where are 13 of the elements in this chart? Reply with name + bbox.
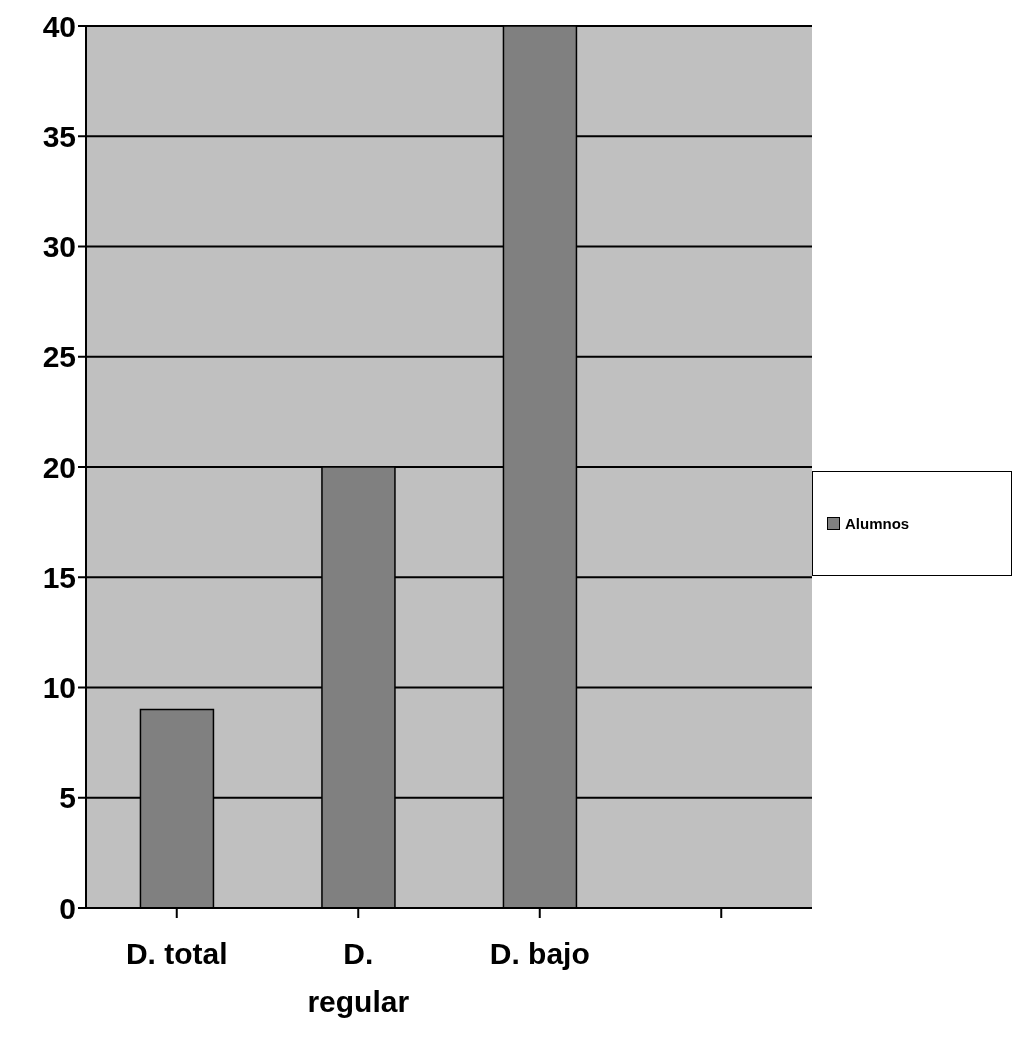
- x-tick-label: D. total: [125, 937, 228, 970]
- y-tick-label: 20: [42, 450, 76, 484]
- y-tick-label: 30: [42, 230, 76, 264]
- y-tick-label: 5: [59, 781, 76, 815]
- y-tick-label: 40: [42, 9, 76, 43]
- y-tick-label: 0: [59, 891, 76, 925]
- y-tick-label: 10: [42, 671, 76, 705]
- legend-label: Alumnos: [844, 514, 911, 532]
- y-tick-label: 15: [42, 560, 76, 594]
- x-tick-label: D. regular: [307, 937, 410, 1018]
- y-tick-label: 25: [42, 340, 76, 374]
- y-tick-label: 35: [42, 119, 76, 153]
- x-tick-label: D. bajo: [489, 937, 590, 970]
